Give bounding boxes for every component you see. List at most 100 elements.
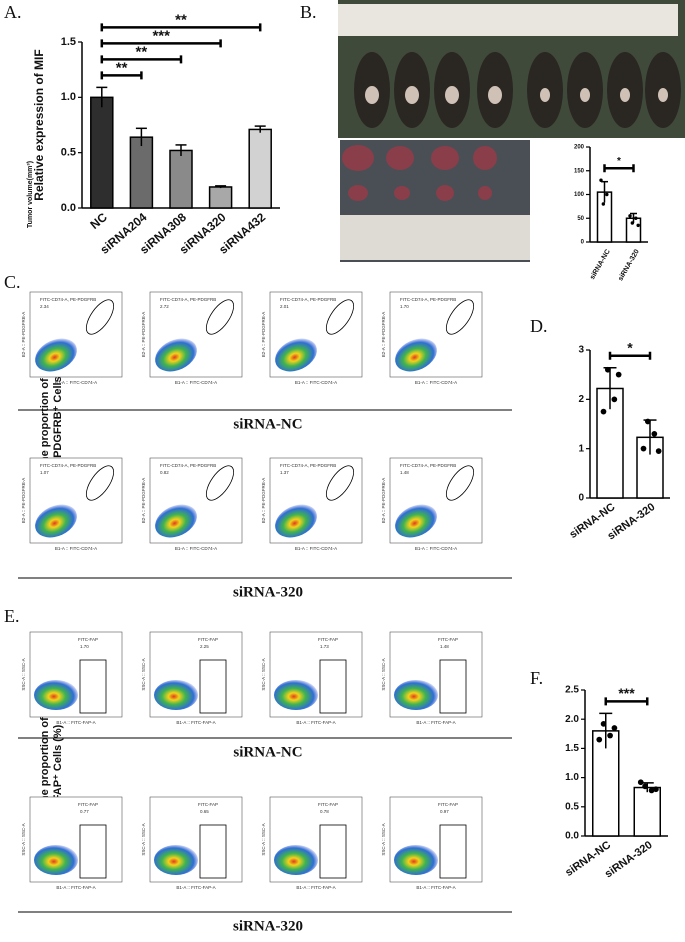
gate-percent: 1.48 <box>400 470 409 475</box>
gate-percent: 1.07 <box>40 470 49 475</box>
group-label: siRNA-NC <box>233 744 302 760</box>
significance-label: * <box>617 156 621 167</box>
y-tick-label: 0.5 <box>61 147 76 159</box>
event-cloud <box>35 338 77 372</box>
gate <box>319 659 347 714</box>
y-tick-label: 150 <box>574 168 585 174</box>
data-point <box>615 371 622 378</box>
significance-bracket <box>604 697 649 706</box>
x-axis-label: B1-A :: FITC-CD74-A <box>415 380 457 385</box>
x-axis-label: B1-A :: FITC-FAP-A <box>56 720 95 725</box>
gate-name: FITC-CD74-A, PE-PDGFRB <box>280 297 336 302</box>
gate-name: FITC-FAP <box>198 637 218 642</box>
x-tick-label: siRNA-NC <box>589 248 612 280</box>
event-cloud <box>34 680 78 710</box>
event-cloud <box>35 504 77 538</box>
event-cloud <box>275 504 317 538</box>
y-axis-label: FAP⁺ Cells (%) <box>52 724 64 801</box>
y-axis-label: SSC-A :: SSC-A <box>261 823 266 855</box>
gate-name: FITC-FAP <box>318 637 338 642</box>
panel-label: B. <box>300 2 317 22</box>
significance-bracket <box>100 23 262 32</box>
gate-percent: 1.73 <box>320 644 329 649</box>
group-label: siRNA-NC <box>233 416 302 432</box>
data-point <box>642 783 648 790</box>
significance-label: *** <box>618 685 635 701</box>
data-point <box>600 721 607 727</box>
gate-name: FITC-FAP <box>438 637 458 642</box>
y-axis-label: SSC-A :: SSC-A <box>21 823 26 855</box>
y-axis-label: SSC-A :: SSC-A <box>381 658 386 690</box>
x-axis-label: B1-A :: FITC-FAP-A <box>176 885 215 890</box>
x-axis-label: B1-A :: FITC-FAP-A <box>416 885 455 890</box>
y-tick-label: 200 <box>574 145 585 151</box>
y-tick-label: 0.0 <box>565 831 579 842</box>
data-point <box>653 786 659 793</box>
event-cloud <box>395 338 437 372</box>
gate <box>319 824 347 879</box>
y-tick-label: 1 <box>578 443 584 454</box>
x-axis-label: B1-A :: FITC-CD74-A <box>175 380 217 385</box>
event-cloud <box>394 845 438 875</box>
y-axis-label: B2-A :: PE-PDGFRB-A <box>21 478 26 524</box>
gate-percent: 0.82 <box>160 470 169 475</box>
gate-name: FITC-FAP <box>78 802 98 807</box>
mouse-photo <box>338 0 685 138</box>
plot-frame <box>149 631 243 718</box>
gate-name: FITC-FAP <box>78 637 98 642</box>
data-point <box>601 202 606 206</box>
x-axis-label: B1-A :: FITC-FAP-A <box>56 885 95 890</box>
bar <box>248 128 272 209</box>
gate <box>439 659 467 714</box>
gate-percent: 1.37 <box>280 470 289 475</box>
gate <box>325 299 355 335</box>
event-cloud <box>154 680 198 710</box>
y-tick-label: 1.0 <box>61 91 76 103</box>
x-axis-label: B1-A :: FITC-CD74-A <box>415 546 457 551</box>
x-tick-label: siRNA-320 <box>617 248 641 282</box>
gate-percent: 2.25 <box>200 644 209 649</box>
event-cloud <box>274 845 318 875</box>
y-tick-label: 1.5 <box>565 743 579 754</box>
y-tick-label: 2.0 <box>565 714 579 725</box>
y-axis-label: B2-A :: PE-PDGFRB-A <box>141 312 146 358</box>
gate-name: FITC-CD74-A, PE-PDGFRB <box>280 463 336 468</box>
gate-percent: 0.97 <box>440 809 449 814</box>
significance-label: * <box>627 339 633 355</box>
gate-name: FITC-CD74-A, PE-PDGFRB <box>400 463 456 468</box>
y-axis-label: B2-A :: PE-PDGFRB-A <box>21 312 26 358</box>
significance-bracket <box>100 39 222 48</box>
x-axis-label: B1-A :: FITC-FAP-A <box>416 720 455 725</box>
y-axis-label: B2-A :: PE-PDGFRB-A <box>381 478 386 524</box>
data-point <box>644 418 651 425</box>
data-point <box>630 221 635 225</box>
y-tick-label: 1.0 <box>565 772 579 783</box>
significance-label: ** <box>175 11 187 28</box>
data-point <box>637 779 644 786</box>
y-axis-label: B2-A :: PE-PDGFRB-A <box>141 478 146 524</box>
gate-name: FITC-CD74-A, PE-PDGFRB <box>400 297 456 302</box>
y-tick-label: 0.0 <box>61 202 76 214</box>
x-axis-label: B1-A :: FITC-FAP-A <box>296 885 335 890</box>
significance-bracket <box>603 164 635 173</box>
panel-label: D. <box>530 316 548 336</box>
gate <box>445 465 475 501</box>
gate-percent: 0.77 <box>80 809 89 814</box>
x-axis-label: B1-A :: FITC-CD74-A <box>295 546 337 551</box>
y-tick-label: 0 <box>578 493 584 504</box>
bar <box>90 96 114 209</box>
panel-label: F. <box>530 668 543 688</box>
event-cloud <box>394 680 438 710</box>
event-cloud <box>395 504 437 538</box>
significance-label: ** <box>136 43 148 60</box>
y-tick-label: 2 <box>578 394 584 405</box>
bar <box>633 786 661 837</box>
